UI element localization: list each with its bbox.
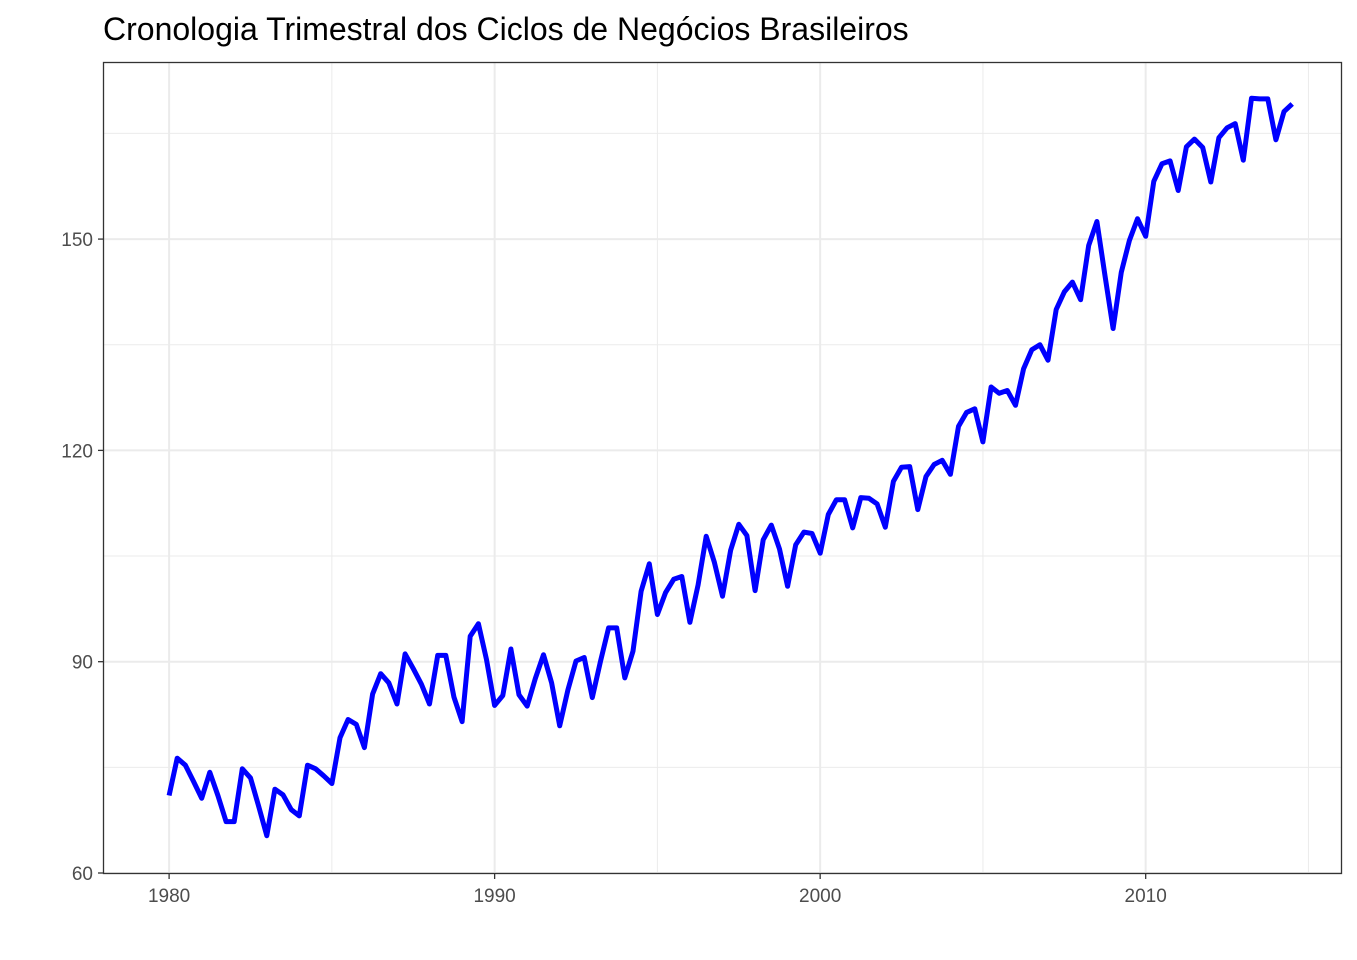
y-tick-label: 60 (72, 864, 93, 885)
series-layer (166, 95, 1294, 839)
series-line (166, 95, 1294, 839)
x-tick-label: 2010 (1125, 886, 1167, 907)
x-axis: 1980 1990 2000 2010 (148, 873, 1167, 907)
x-tick-label: 2000 (799, 886, 841, 907)
x-tick-label: 1990 (473, 886, 515, 907)
y-tick-label: 150 (61, 230, 93, 251)
panel-border (102, 61, 1343, 875)
y-tick-label: 90 (72, 653, 93, 674)
y-axis: 60 90 120 150 (61, 230, 104, 885)
y-tick-label: 120 (61, 441, 93, 462)
x-tick-label: 1980 (148, 886, 190, 907)
chart-title: Cronologia Trimestral dos Ciclos de Negó… (103, 11, 909, 47)
